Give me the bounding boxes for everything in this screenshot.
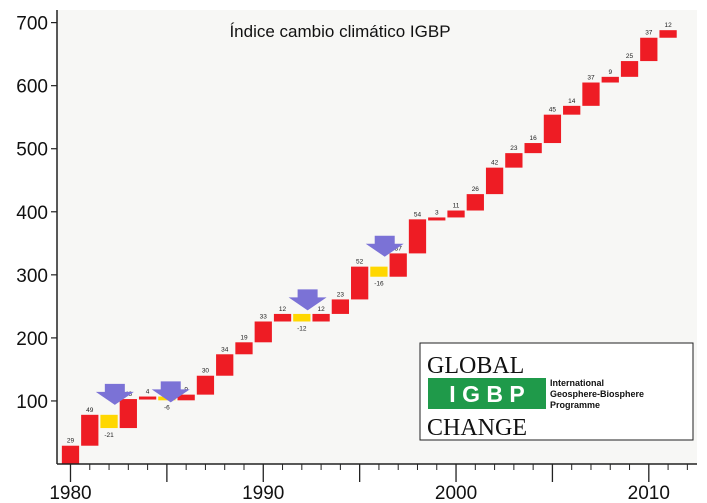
bar-increase (273, 313, 292, 322)
y-tick-label: 400 (16, 203, 48, 224)
bar-value-label: 37 (395, 245, 403, 252)
bar-increase (466, 194, 484, 211)
bar-increase (196, 375, 215, 395)
bar-increase (601, 76, 619, 83)
bar-increase (312, 313, 330, 322)
bar-value-label: 23 (337, 291, 345, 298)
bar-increase (543, 114, 562, 144)
x-tick-label: 2010 (628, 483, 670, 503)
bar-labels: 2949-21464-693034193312-12122352-1637543… (67, 22, 672, 445)
bar-increase (119, 399, 137, 429)
bar-increase (524, 143, 542, 154)
bar-increase (582, 82, 600, 106)
bar-value-label: 12 (279, 306, 287, 313)
bar-value-label: 45 (549, 107, 557, 114)
bar-value-label: 26 (472, 186, 480, 193)
down-arrow-icon (95, 383, 134, 405)
bar-increase (61, 445, 80, 464)
bar-decrease (100, 414, 118, 429)
bar-value-label: 33 (260, 313, 268, 320)
bar-value-label: -21 (104, 432, 114, 439)
x-tick-label: 1990 (242, 483, 284, 503)
bar-value-label: -12 (297, 325, 307, 332)
bar-value-label: 16 (530, 135, 538, 142)
bar-increase (659, 30, 677, 38)
bar-increase (447, 210, 465, 218)
bar-value-label: 54 (414, 211, 422, 218)
bar-value-label: 3 (435, 209, 439, 216)
arrow-markers (95, 235, 404, 405)
y-tick-label: 300 (16, 266, 48, 287)
bar-value-label: -6 (164, 404, 170, 411)
logo-org-line3: Programme (550, 400, 600, 410)
bar-value-label: 52 (356, 259, 364, 266)
bar-value-label: 9 (608, 69, 612, 76)
logo-igbp: I G B P (449, 381, 524, 407)
bar-value-label: 23 (510, 145, 518, 152)
logo-change: CHANGE (427, 415, 527, 441)
bar-increase (428, 217, 446, 221)
bar-increase (563, 105, 581, 115)
y-tick-label: 700 (16, 14, 48, 35)
bar-decrease (370, 266, 388, 277)
y-tick-label: 100 (16, 392, 48, 413)
x-axis: 1980 1990 2000 2010 (49, 464, 688, 503)
bar-increase (640, 37, 658, 62)
logo-org-line2: Geosphere-Biosphere (550, 389, 644, 399)
logo-global: GLOBAL (427, 353, 524, 379)
bar-value-label: -16 (374, 281, 384, 288)
bar-increase (235, 342, 253, 355)
bar-increase (505, 153, 523, 168)
igbp-logo: GLOBAL I G B P CHANGE International Geos… (419, 342, 694, 441)
x-tick-label: 1980 (49, 483, 91, 503)
bar-value-label: 37 (587, 75, 595, 82)
bar-value-label: 4 (146, 389, 150, 396)
bar-value-label: 29 (67, 438, 75, 445)
bar-value-label: 12 (317, 306, 325, 313)
x-tick-label: 2000 (435, 483, 477, 503)
bar-increase (331, 299, 350, 314)
bar-value-label: 11 (453, 203, 460, 210)
y-tick-label: 200 (16, 329, 48, 350)
bar-value-label: 19 (240, 334, 248, 341)
bar-value-label: 25 (626, 53, 634, 60)
y-axis: 100 200 300 400 500 600 700 (16, 14, 57, 413)
logo-org-line1: International (550, 378, 604, 388)
bar-increase (408, 219, 427, 254)
logo-igbp-band (428, 378, 546, 409)
bar-increase (620, 61, 639, 77)
down-arrow-icon (151, 381, 190, 403)
y-tick-label: 600 (16, 77, 48, 98)
bar-value-label: 14 (568, 98, 576, 105)
bar-increase (389, 253, 407, 277)
bar-value-label: 12 (664, 22, 672, 29)
down-arrow-icon (365, 235, 404, 257)
bar-value-label: 37 (645, 30, 653, 37)
bar-increase (351, 266, 369, 300)
bar-value-label: 49 (86, 407, 94, 414)
bar-decrease (293, 313, 311, 322)
bar-increase (485, 167, 504, 195)
down-arrow-icon (288, 289, 327, 311)
y-tick-label: 500 (16, 140, 48, 161)
bar-value-label: 30 (202, 368, 210, 375)
bar-value-label: 42 (491, 160, 499, 167)
bar-increase (254, 321, 272, 343)
bar-increase (81, 414, 99, 446)
bar-increase (138, 396, 157, 400)
bar-increase (177, 394, 195, 401)
bar-series (61, 30, 677, 464)
chart-title: Índice cambio climático IGBP (229, 22, 450, 41)
bar-value-label: 34 (221, 346, 229, 353)
bar-increase (216, 354, 234, 376)
